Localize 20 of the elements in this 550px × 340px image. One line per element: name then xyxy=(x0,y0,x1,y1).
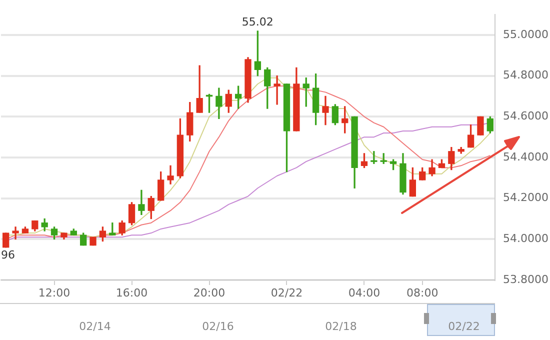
candlestick xyxy=(370,151,378,164)
annotation: 55.02 xyxy=(242,15,274,28)
x-tick-label: 04:00 xyxy=(348,286,380,300)
annotation: 96 xyxy=(1,248,15,262)
y-tick-label: 54.6000 xyxy=(503,110,548,123)
x-tick-label: 16:00 xyxy=(116,286,148,300)
candlestick xyxy=(322,96,329,126)
y-tick-label: 54.2000 xyxy=(503,191,548,204)
range-selector: 02/14 02/16 02/18 02/22 xyxy=(0,303,495,336)
x-tick-label: 02/22 xyxy=(270,286,303,300)
x-tick-label: 12:00 xyxy=(38,286,70,300)
y-tick-label: 54.0000 xyxy=(503,232,548,246)
y-tick-label: 53.8000 xyxy=(503,272,548,286)
x-tick-label: 08:00 xyxy=(406,286,438,300)
candlestick xyxy=(274,76,280,105)
x-tick-label: 20:00 xyxy=(193,286,226,300)
y-tick-label: 54.8000 xyxy=(503,68,548,82)
y-tick-label: 55.0000 xyxy=(503,28,548,41)
y-tick-label: 54.4000 xyxy=(503,150,548,164)
candlestick xyxy=(12,226,19,240)
